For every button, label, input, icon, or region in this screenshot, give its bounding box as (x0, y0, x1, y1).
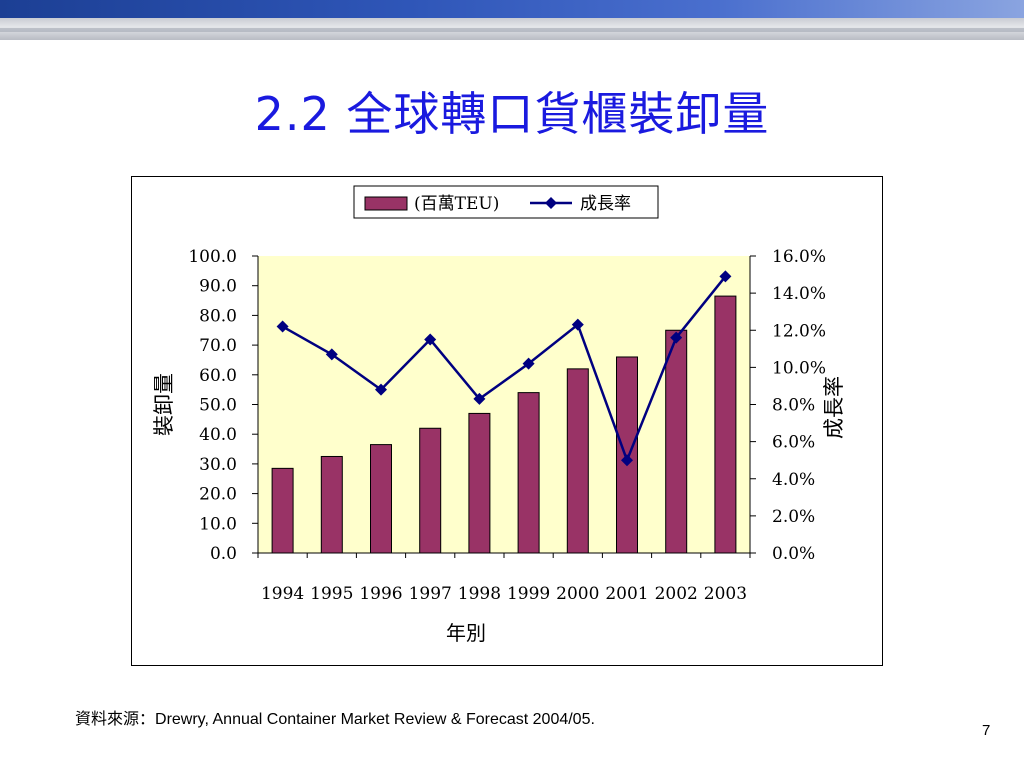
left-tick-label: 50.0 (199, 396, 237, 416)
legend-line-label: 成長率 (580, 194, 631, 214)
x-tick-label: 2003 (704, 584, 747, 604)
growth-rate-point (276, 320, 289, 333)
source-label: 資料來源： (75, 711, 156, 728)
legend-line-marker (545, 197, 557, 209)
x-tick-label: 2001 (605, 584, 648, 604)
right-axis-title: 成長率 (822, 376, 846, 439)
left-tick-label: 60.0 (199, 366, 237, 386)
right-tick-label: 10.0% (772, 358, 826, 378)
left-tick-label: 0.0 (210, 544, 237, 564)
left-axis-title: 裝卸量 (152, 373, 176, 436)
right-tick-label: 8.0% (772, 396, 815, 416)
legend-bar-label: (百萬TEU) (414, 194, 499, 214)
x-axis-title: 年別 (446, 621, 486, 645)
bar (665, 329, 688, 554)
left-tick-label: 100.0 (188, 247, 237, 267)
left-tick-label: 30.0 (199, 455, 237, 475)
bar (370, 444, 392, 554)
source-text: Drewry, Annual Container Market Review &… (155, 711, 595, 728)
header-stripe-line (0, 28, 1024, 32)
x-tick-label: 1995 (310, 584, 353, 604)
left-tick-label: 80.0 (199, 306, 237, 326)
growth-rate-point (522, 357, 535, 370)
x-tick-label: 2000 (556, 584, 599, 604)
x-tick-label: 1997 (409, 584, 452, 604)
header-bar (0, 0, 1024, 18)
right-tick-label: 6.0% (772, 433, 815, 453)
x-tick-label: 1994 (261, 584, 304, 604)
legend-bar-swatch (364, 196, 408, 211)
bar (419, 427, 442, 554)
x-tick-label: 1998 (458, 584, 501, 604)
page-number: 7 (982, 722, 991, 739)
left-tick-label: 10.0 (199, 514, 237, 534)
growth-rate-point (719, 270, 732, 283)
growth-rate-point (473, 392, 486, 405)
left-tick-label: 40.0 (199, 425, 237, 445)
combo-chart: 100.0 90.0 80.0 70.0 60.0 50.0 40.0 30.0 20.0 10.… (152, 185, 846, 645)
x-tick-label: 1999 (507, 584, 550, 604)
right-tick-label: 12.0% (772, 321, 826, 341)
bar (566, 368, 589, 554)
bar (468, 412, 491, 554)
bar (320, 455, 343, 554)
x-tick-label: 1996 (359, 584, 402, 604)
growth-rate-point (424, 333, 437, 346)
right-tick-label: 14.0% (772, 284, 826, 304)
growth-rate-point (670, 331, 683, 344)
right-tick-label: 2.0% (772, 507, 815, 527)
left-tick-label: 20.0 (199, 485, 237, 505)
bar (517, 392, 540, 554)
bar (271, 467, 294, 554)
growth-rate-point (621, 454, 633, 467)
growth-rate-line (281, 275, 727, 464)
growth-rate-point (375, 383, 387, 396)
source-note: 資料來源：Drewry, Annual Container Market Rev… (75, 705, 595, 729)
growth-rate-point (325, 348, 338, 361)
right-tick-label: 0.0% (772, 544, 815, 564)
left-tick-label: 70.0 (199, 336, 237, 356)
bar (714, 295, 737, 554)
right-tick-label: 4.0% (772, 470, 815, 490)
growth-rate-point (571, 318, 584, 331)
x-tick-label: 2002 (655, 584, 698, 604)
right-tick-label: 16.0% (772, 247, 826, 267)
slide-title: 2.2 全球轉口貨櫃裝卸量 (254, 87, 770, 141)
left-tick-label: 90.0 (199, 277, 237, 297)
